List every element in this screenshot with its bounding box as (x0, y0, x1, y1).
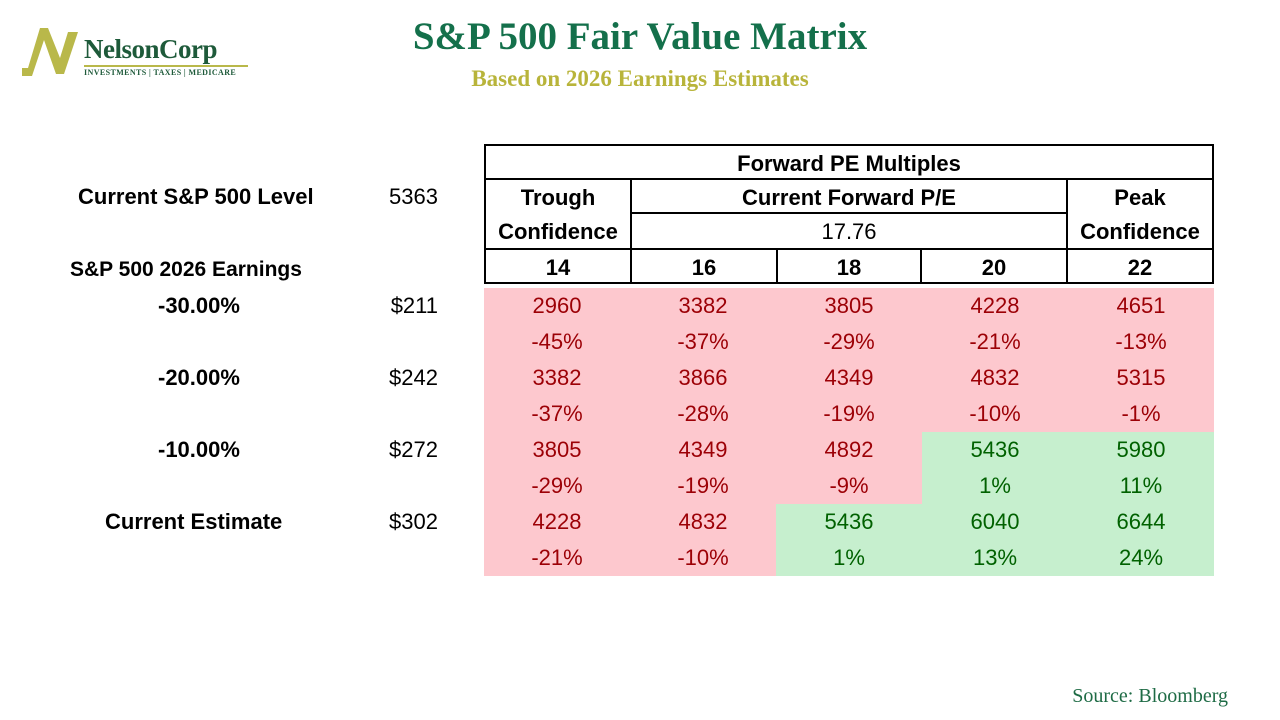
value-cell: 5436 (776, 504, 922, 540)
change-cell: -29% (484, 468, 630, 504)
change-cell: 13% (922, 540, 1068, 576)
change-cell: -37% (484, 396, 630, 432)
multiple-14: 14 (484, 248, 632, 284)
value-cell: 4832 (922, 360, 1068, 396)
value-cell: 6644 (1068, 504, 1214, 540)
change-cell: -1% (1068, 396, 1214, 432)
value-cell: 3382 (630, 288, 776, 324)
earnings-value-2: $242 (389, 365, 438, 390)
value-cell: 4228 (922, 288, 1068, 324)
trough-header-line2: Confidence (484, 214, 632, 250)
change-cell: -19% (776, 396, 922, 432)
change-cell: -37% (630, 324, 776, 360)
page-title: S&P 500 Fair Value Matrix (412, 15, 868, 58)
value-cell: 2960 (484, 288, 630, 324)
source-note: Source: Bloomberg (1072, 685, 1228, 707)
nelsoncorp-logo: NelsonCorp INVESTMENTS | TAXES | MEDICAR… (22, 28, 248, 80)
page-subtitle: Based on 2026 Earnings Estimates (471, 66, 809, 91)
change-cell: -9% (776, 468, 922, 504)
change-cell: -10% (922, 396, 1068, 432)
scenario-label-2: -20.00% (158, 365, 240, 390)
change-cell: -19% (630, 468, 776, 504)
multiple-22: 22 (1066, 248, 1214, 284)
current-level-label: Current S&P 500 Level (78, 184, 314, 209)
value-cell: 4349 (776, 360, 922, 396)
change-cell: -29% (776, 324, 922, 360)
value-cell: 3805 (484, 432, 630, 468)
current-pe-header: Current Forward P/E (630, 178, 1068, 214)
change-cell: -28% (630, 396, 776, 432)
current-pe-value: 17.76 (630, 212, 1068, 250)
group-header: Forward PE Multiples (484, 144, 1214, 180)
peak-header-line1: Peak (1066, 178, 1214, 214)
change-cell: -21% (922, 324, 1068, 360)
earnings-value-4: $302 (389, 509, 438, 534)
change-cell: 1% (776, 540, 922, 576)
earnings-label: S&P 500 2026 Earnings (70, 258, 302, 281)
value-cell: 3866 (630, 360, 776, 396)
multiple-16: 16 (630, 248, 778, 284)
value-cell: 4832 (630, 504, 776, 540)
change-cell: -13% (1068, 324, 1214, 360)
value-cell: 3382 (484, 360, 630, 396)
change-cell: 11% (1068, 468, 1214, 504)
logo-divider (84, 65, 248, 67)
scenario-label-1: -30.00% (158, 293, 240, 318)
logo-tagline: INVESTMENTS | TAXES | MEDICARE (84, 68, 237, 77)
earnings-value-1: $211 (390, 293, 438, 318)
scenario-label-3: -10.00% (158, 437, 240, 462)
trough-header-line1: Trough (484, 178, 632, 214)
multiple-18: 18 (776, 248, 922, 284)
change-cell: -45% (484, 324, 630, 360)
value-cell: 5436 (922, 432, 1068, 468)
logo-name: NelsonCorp (84, 34, 218, 64)
logo-n-mark-icon (22, 28, 78, 76)
value-cell: 4349 (630, 432, 776, 468)
multiple-20: 20 (920, 248, 1068, 284)
value-cell: 4228 (484, 504, 630, 540)
change-cell: -21% (484, 540, 630, 576)
value-cell: 5315 (1068, 360, 1214, 396)
value-cell: 6040 (922, 504, 1068, 540)
peak-header-line2: Confidence (1066, 214, 1214, 250)
change-cell: -10% (630, 540, 776, 576)
current-level-value: 5363 (389, 184, 438, 209)
change-cell: 1% (922, 468, 1068, 504)
value-cell: 3805 (776, 288, 922, 324)
value-cell: 4892 (776, 432, 922, 468)
earnings-value-3: $272 (389, 437, 438, 462)
scenario-label-4: Current Estimate (105, 509, 283, 534)
change-cell: 24% (1068, 540, 1214, 576)
value-cell: 4651 (1068, 288, 1214, 324)
value-cell: 5980 (1068, 432, 1214, 468)
